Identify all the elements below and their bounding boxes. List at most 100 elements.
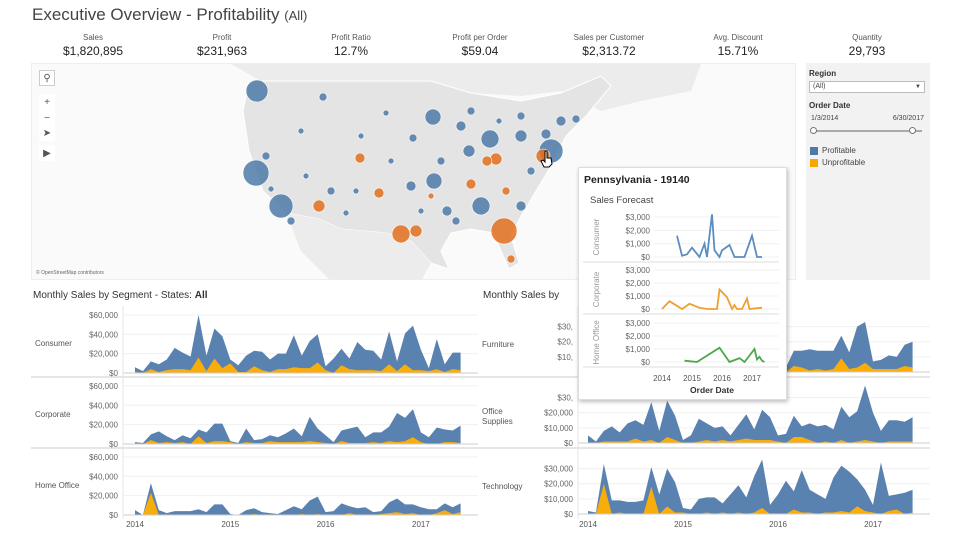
search-icon[interactable]: ⚲ bbox=[39, 70, 55, 86]
y-tick-label: $1,000 bbox=[626, 292, 651, 301]
y-tick-label: $10,000 bbox=[544, 424, 573, 433]
y-tick-label: $0 bbox=[564, 439, 573, 448]
y-tick-label: $30,000 bbox=[544, 465, 573, 474]
map-marker-profitable bbox=[455, 120, 467, 132]
map-marker-profitable bbox=[515, 200, 527, 212]
kpi-label: Profit Ratio bbox=[331, 33, 371, 42]
area-unprofitable bbox=[135, 436, 461, 444]
filter-panel: Region (All) ▼ Order Date 1/3/2014 6/30/2… bbox=[806, 63, 930, 280]
pin-icon[interactable]: ➤ bbox=[39, 125, 55, 141]
kpi-value: $2,313.72 bbox=[582, 44, 636, 58]
y-tick-label: $3,000 bbox=[626, 213, 651, 222]
map-marker-profitable bbox=[466, 106, 476, 116]
map-marker-profitable bbox=[302, 172, 310, 180]
cursor-hand-icon bbox=[540, 150, 553, 168]
y-tick-label: $40,000 bbox=[89, 330, 118, 339]
area-profitable bbox=[135, 409, 461, 444]
map-marker-profitable bbox=[471, 196, 491, 216]
date-end: 6/30/2017 bbox=[892, 115, 924, 122]
row-label: Home Office bbox=[35, 481, 80, 490]
map-marker-unprofitable bbox=[506, 254, 516, 264]
y-tick-label: $0 bbox=[109, 511, 118, 520]
y-tick-label: $2,000 bbox=[626, 226, 651, 235]
forecast-row-home-office: $0 $1,000 $2,000 $3,000 Home Office bbox=[583, 319, 779, 368]
map-marker-profitable bbox=[297, 127, 305, 135]
map-marker-profitable bbox=[245, 79, 269, 103]
kpi-label: Profit bbox=[212, 33, 232, 42]
zoom-in-icon[interactable]: + bbox=[39, 94, 55, 110]
slider-end-handle[interactable] bbox=[909, 127, 916, 134]
map-marker-profitable bbox=[451, 216, 461, 226]
map-marker-profitable bbox=[357, 132, 365, 140]
y-tick-label: $10,000 bbox=[544, 495, 573, 504]
legend-unprofitable[interactable]: Unprofitable bbox=[810, 158, 865, 167]
y-tick-label: $30, bbox=[557, 323, 573, 332]
region-value: (All) bbox=[813, 83, 826, 90]
y-tick-label: $0 bbox=[109, 369, 118, 378]
map-marker-profitable bbox=[526, 166, 536, 176]
map-marker-unprofitable bbox=[501, 186, 511, 196]
map-marker-profitable bbox=[405, 180, 417, 192]
kpi-profit-per-order: Profit per Order $59.04 bbox=[420, 33, 540, 58]
map-marker-profitable bbox=[425, 172, 443, 190]
forecast-line bbox=[661, 287, 763, 311]
area-unprofitable bbox=[135, 357, 461, 373]
x-tick-label: 2017 bbox=[743, 374, 761, 383]
x-tick-label: 2014 bbox=[126, 520, 144, 529]
area-profitable bbox=[135, 314, 461, 373]
map-marker-profitable bbox=[382, 109, 390, 117]
y-tick-label: $3,000 bbox=[626, 319, 651, 328]
x-axis-title: Order Date bbox=[690, 385, 734, 395]
kpi-profit-ratio: Profit Ratio 12.7% bbox=[291, 33, 411, 58]
title-text: Executive Overview - Profitability bbox=[32, 5, 280, 24]
x-tick-label: 2017 bbox=[412, 520, 430, 529]
kpi-label: Sales per Customer bbox=[573, 33, 645, 42]
row-label: Home Office bbox=[592, 320, 601, 365]
y-tick-label: $60,000 bbox=[89, 453, 118, 462]
chevron-down-icon: ▼ bbox=[915, 84, 921, 90]
map-marker-profitable bbox=[424, 108, 442, 126]
y-tick-label: $20,000 bbox=[89, 421, 118, 430]
zoom-out-icon[interactable]: − bbox=[39, 110, 55, 126]
y-tick-label: $1,000 bbox=[626, 240, 651, 249]
map-marker-profitable bbox=[318, 92, 328, 102]
map-marker-unprofitable bbox=[490, 217, 518, 245]
kpi-sales: Sales $1,820,895 bbox=[33, 33, 153, 58]
map-marker-unprofitable bbox=[312, 199, 326, 213]
legend-label: Profitable bbox=[822, 146, 856, 155]
sales-forecast-title: Sales Forecast bbox=[590, 195, 654, 206]
map-marker-unprofitable bbox=[465, 178, 477, 190]
slider-start-handle[interactable] bbox=[810, 127, 817, 134]
map-marker-profitable bbox=[495, 117, 503, 125]
kpi-value: 15.71% bbox=[717, 44, 759, 58]
map-marker-unprofitable bbox=[373, 187, 385, 199]
map-canvas[interactable] bbox=[32, 64, 796, 280]
tooltip-title: Pennsylvania - 19140 bbox=[584, 174, 690, 186]
legend-swatch bbox=[810, 146, 818, 155]
y-tick-label: $20, bbox=[557, 338, 573, 347]
row-label: Consumer bbox=[592, 218, 601, 255]
row-label: Corporate bbox=[35, 410, 71, 419]
region-dropdown[interactable]: (All) ▼ bbox=[809, 81, 925, 93]
y-tick-label: $20,000 bbox=[89, 350, 118, 359]
y-tick-label: $40,000 bbox=[89, 401, 118, 410]
kpi-value: 29,793 bbox=[848, 44, 886, 58]
play-icon[interactable]: ▶ bbox=[39, 145, 55, 161]
kpi-label: Avg. Discount bbox=[713, 33, 763, 42]
sales-forecast-chart: $0 $1,000 $2,000 $3,000 Consumer $0 $1,000 $2,0… bbox=[583, 213, 779, 395]
legend-swatch bbox=[810, 158, 818, 167]
row-label: Consumer bbox=[35, 339, 72, 348]
map-marker-profitable bbox=[540, 128, 552, 140]
row-technology: $0 $10,000 $20,000 $30,000 Technology bbox=[478, 447, 930, 519]
map-marker-profitable bbox=[441, 205, 453, 217]
legend-profitable[interactable]: Profitable bbox=[810, 146, 856, 155]
map-marker-unprofitable bbox=[391, 224, 411, 244]
kpi-profit: Profit $231,963 bbox=[162, 33, 282, 58]
map-marker-profitable bbox=[326, 186, 336, 196]
map-marker-unprofitable bbox=[481, 155, 493, 167]
map-marker-profitable bbox=[514, 129, 528, 143]
map-marker-profitable bbox=[268, 193, 294, 219]
date-range-slider[interactable] bbox=[810, 127, 922, 134]
map-marker-profitable bbox=[436, 156, 446, 166]
title-filter: (All) bbox=[284, 8, 308, 23]
